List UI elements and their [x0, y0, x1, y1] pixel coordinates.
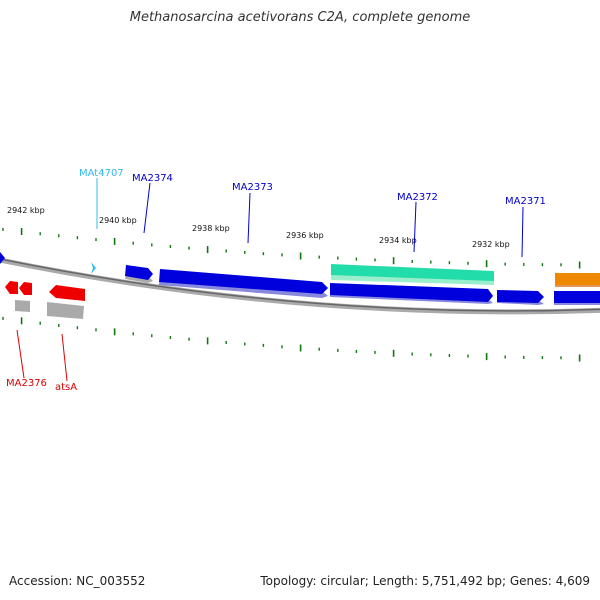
inner-tick-ring: [2, 316, 581, 362]
label-ma2376[interactable]: MA2376: [6, 378, 47, 389]
outer-tick-ring: [2, 227, 581, 269]
gene-right-edge[interactable]: [554, 291, 600, 303]
gene-ma2372-cds[interactable]: [330, 283, 493, 302]
map-title: Methanosarcina acetivorans C2A, complete…: [129, 10, 471, 25]
gene-ma2376-shadow: [15, 300, 30, 312]
label-ma2374[interactable]: MA2374: [132, 173, 173, 184]
label-atsa[interactable]: atsA: [55, 382, 77, 393]
gene-ma2373[interactable]: [159, 269, 328, 294]
gene-ma2372[interactable]: [331, 264, 494, 281]
gene-atsa[interactable]: [49, 285, 85, 301]
gene-mat4707[interactable]: [91, 262, 96, 274]
gene-ma2376-b[interactable]: [19, 282, 32, 295]
leader-atsa: [61, 333, 68, 382]
leader-ma2374: [143, 182, 151, 234]
leader-ma2376: [16, 329, 25, 379]
ruler-label-2938: 2938 kbp: [192, 224, 230, 233]
gene-ma2371[interactable]: [497, 290, 544, 303]
ruler-label-2932: 2932 kbp: [472, 240, 510, 249]
leader-ma2372: [413, 201, 417, 253]
gene-partial-left[interactable]: [0, 252, 5, 264]
gene-ma2372-shadow: [331, 274, 494, 285]
accession-text: Accession: NC_003552: [9, 574, 146, 588]
genome-summary-text: Topology: circular; Length: 5,751,492 bp…: [260, 574, 590, 588]
genome-backbone-line: [0, 258, 600, 312]
label-mat4707[interactable]: MAt4707: [79, 168, 124, 179]
label-ma2372[interactable]: MA2372: [397, 192, 438, 203]
ruler-label-2940: 2940 kbp: [99, 216, 137, 225]
gene-ma2376-a[interactable]: [5, 281, 18, 294]
gene-ma2374[interactable]: [125, 265, 153, 280]
label-ma2371[interactable]: MA2371: [505, 196, 546, 207]
gene-atsa-shadow: [47, 302, 84, 319]
leader-ma2371: [521, 206, 524, 258]
ruler-label-2934: 2934 kbp: [379, 236, 417, 245]
gene-orange[interactable]: [555, 273, 600, 285]
genome-backbone: [0, 257, 600, 315]
label-ma2373[interactable]: MA2373: [232, 182, 273, 193]
leader-ma2373: [247, 192, 251, 244]
ruler-label-2936: 2936 kbp: [286, 231, 324, 240]
ruler-label-2942: 2942 kbp: [7, 206, 45, 215]
